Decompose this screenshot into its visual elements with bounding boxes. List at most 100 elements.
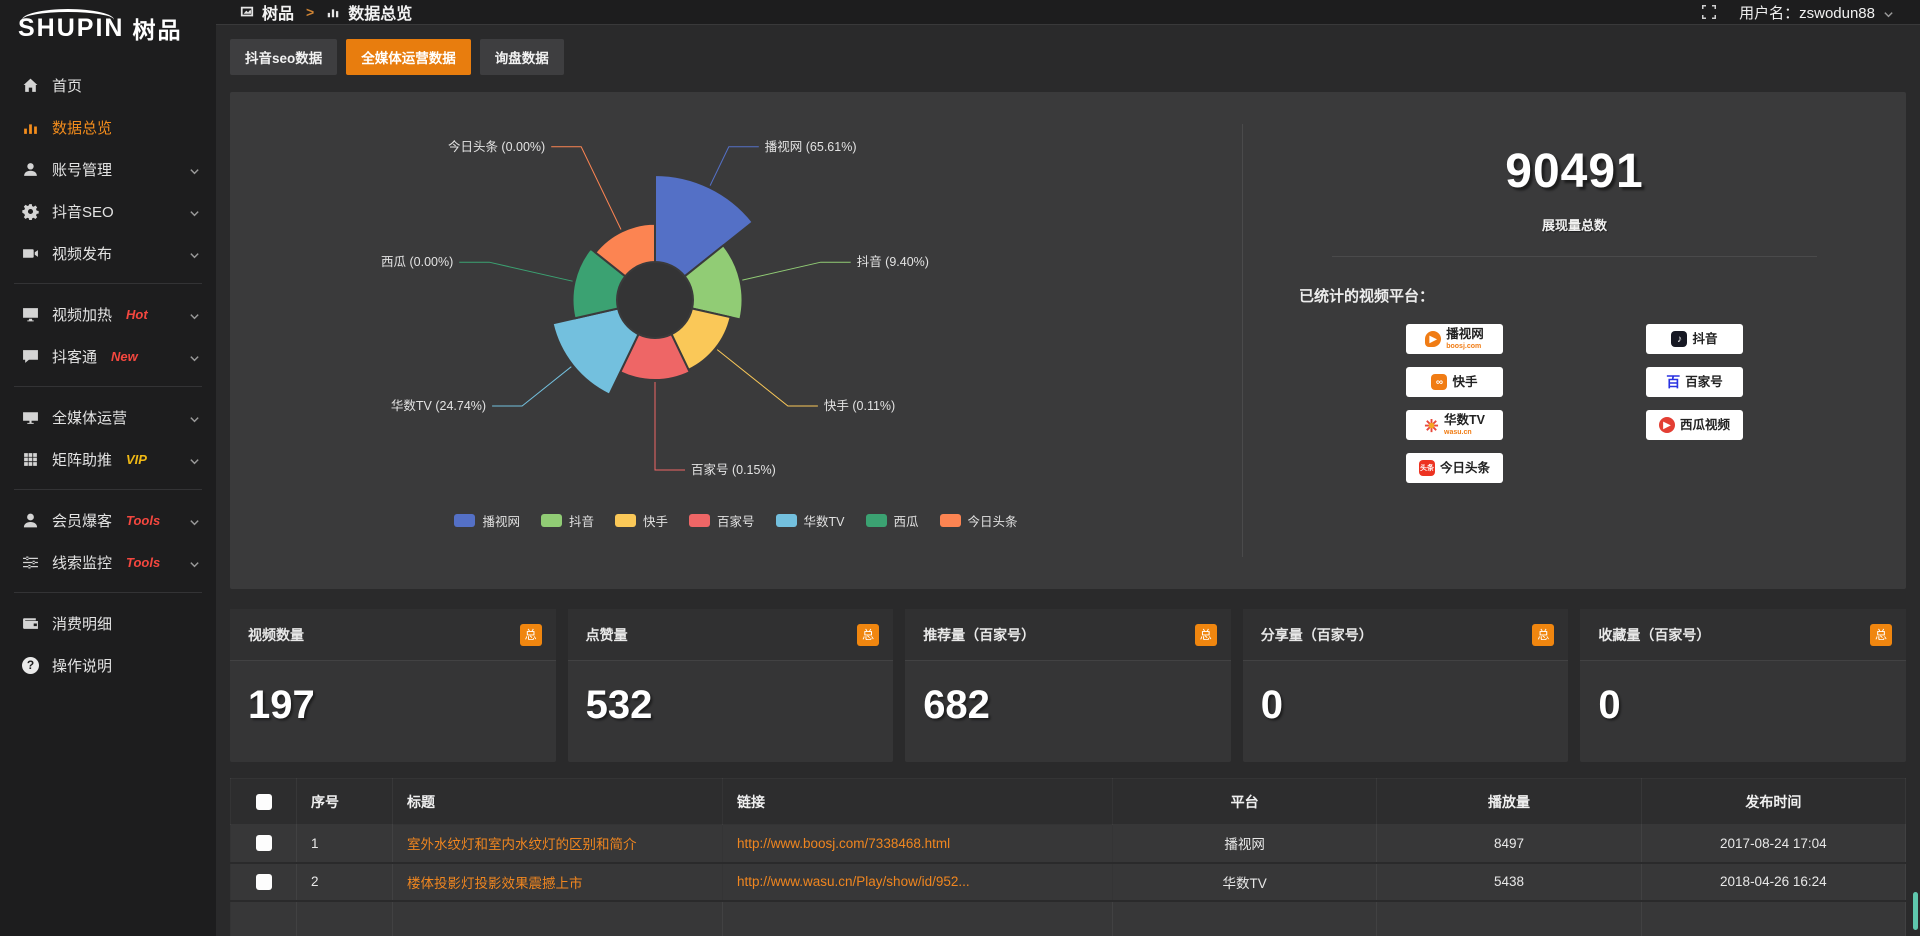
platform-badge-text: 播视网 boosj.com (1446, 328, 1484, 350)
kuaishou-logo-icon: ∞ (1431, 374, 1448, 390)
fullscreen-icon[interactable] (1701, 4, 1717, 20)
sidebar-divider (14, 386, 202, 387)
sidebar-item-dashboard[interactable]: 数据总览 (0, 106, 216, 148)
platforms-label: 已统计的视频平台： (1299, 288, 1435, 305)
sidebar-item-label: 抖客通 (52, 348, 98, 366)
table-header-row: 序号 标题 链接 平台 播放量 发布时间 (230, 778, 1907, 825)
stat-card-value: 0 (1598, 683, 1621, 727)
legend-label: 快手 (642, 515, 668, 529)
person-icon (22, 512, 39, 529)
platform-badge-boosj[interactable]: ▶ 播视网 boosj.com (1406, 324, 1503, 354)
video-url-link[interactable]: http://www.boosj.com/7338468.html (737, 835, 951, 851)
row-time: 2017-08-24 17:04 (1640, 824, 1907, 863)
tab-3[interactable]: 询盘数据 (479, 39, 564, 75)
row-cell (1376, 900, 1642, 936)
breadcrumb-root[interactable]: 树品 (262, 6, 295, 23)
page-scrollbar-thumb[interactable] (1913, 892, 1918, 930)
total-badge[interactable]: 总 (519, 623, 542, 646)
total-badge[interactable]: 总 (857, 623, 880, 646)
legend-item[interactable]: 抖音 (540, 511, 594, 530)
sidebar-divider (14, 592, 202, 593)
sidebar-item-consume-detail[interactable]: 消费明细 (0, 602, 216, 644)
platform-badge-douyin[interactable]: ♪ 抖音 (1646, 324, 1743, 354)
sidebar-item-video-publish[interactable]: 视频发布 (0, 232, 216, 274)
sidebar-item-account[interactable]: 账号管理 (0, 148, 216, 190)
column-header: 标题 (392, 778, 723, 825)
sidebar-item-help[interactable]: ? 操作说明 (0, 644, 216, 686)
tab-1[interactable]: 抖音seo数据 (230, 39, 338, 75)
video-title-link[interactable]: 室外水纹灯和室内水纹灯的区别和简介 (407, 837, 637, 853)
summary-divider (1332, 256, 1817, 257)
sidebar-item-badge: New (111, 348, 138, 364)
sidebar-item-video-heat[interactable]: 视频加热 Hot (0, 293, 216, 335)
total-badge[interactable]: 总 (1870, 623, 1892, 646)
legend-item[interactable]: 播视网 (454, 511, 520, 530)
row-platform: 播视网 (1111, 824, 1378, 863)
sidebar-item-clue-monitor[interactable]: 线索监控 Tools (0, 541, 216, 583)
sidebar-item-home[interactable]: 首页 (0, 64, 216, 106)
user-menu[interactable]: 用户名：zswodun88 (1739, 2, 1894, 23)
sidebar-item-douyin-seo[interactable]: 抖音SEO (0, 190, 216, 232)
legend-item[interactable]: 百家号 (689, 511, 755, 530)
sidebar-item-all-media[interactable]: 全媒体运营 (0, 396, 216, 438)
breadcrumb-current[interactable]: 数据总览 (348, 6, 413, 23)
panel-divider (1242, 124, 1243, 557)
sidebar-item-douketong[interactable]: 抖客通 New (0, 335, 216, 377)
platform-badge-toutiao[interactable]: 头条 今日头条 (1406, 453, 1503, 483)
video-icon (22, 245, 39, 262)
sidebar-item-member-burst[interactable]: 会员爆客 Tools (0, 499, 216, 541)
pie-slice[interactable] (593, 222, 656, 278)
sidebar-item-matrix-boost[interactable]: 矩阵助推 VIP (0, 438, 216, 480)
main-content: 抖音seo数据 全媒体运营数据 询盘数据 播视网 (65.61%) 抖音 (9.40%… (216, 25, 1920, 936)
impressions-total-label: 展现量总数 (1541, 218, 1607, 233)
row-cell (722, 900, 1113, 936)
overview-panel: 播视网 (65.61%) 抖音 (9.40%) 快手 (0.11%) 百家号 (0.1… (230, 92, 1906, 589)
pie-label-line (709, 146, 759, 186)
stat-card-5: 收藏量（百家号） 总 0 (1580, 609, 1906, 762)
video-url-link[interactable]: http://www.wasu.cn/Play/show/id/952... (737, 874, 970, 889)
legend-item[interactable]: 今日头条 (939, 511, 1018, 530)
legend-item[interactable]: 快手 (614, 511, 668, 530)
sidebar-item-label: 首页 (52, 77, 83, 95)
stat-card-title: 推荐量（百家号） (923, 626, 1036, 643)
legend-item[interactable]: 华数TV (775, 511, 845, 530)
total-badge[interactable]: 总 (1532, 623, 1555, 646)
video-title-link[interactable]: 楼体投影灯投影效果震撼上市 (407, 875, 583, 891)
select-all-checkbox[interactable] (255, 793, 272, 810)
pie-label: 播视网 (65.61%) (765, 139, 857, 154)
platform-badge-wasu[interactable]: 华数TV wasu.cn (1406, 410, 1503, 440)
table-row-partial (230, 900, 1907, 936)
stat-cards: 视频数量总 197 点赞量总 532 推荐量（百家号）总 682 分享量（百家号）总 0 收藏量… (230, 609, 1906, 762)
platform-name: 快手 (1452, 374, 1478, 389)
app-logo[interactable]: SHUPIN 树品 (0, 0, 216, 56)
stat-card-header: 收藏量（百家号） 总 (1580, 609, 1906, 661)
row-time: 2018-04-26 16:24 (1640, 862, 1907, 901)
total-badge[interactable]: 总 (1194, 623, 1217, 646)
platform-badge-baijiahao[interactable]: 百百家号 (1646, 367, 1743, 397)
platform-badge-kuaishou[interactable]: ∞ 快手 (1406, 367, 1503, 397)
pie-slice[interactable] (551, 307, 640, 396)
legend-label: 抖音 (568, 515, 594, 529)
platform-badges: ▶ 播视网 boosj.com ♪ 抖音 ∞ 快手 百百家号华数TV wasu.cn ▶ 西瓜视频头… (1287, 324, 1862, 483)
row-checkbox[interactable] (255, 835, 272, 852)
pie-slice[interactable] (683, 243, 744, 321)
tab-2[interactable]: 全媒体运营数据 (346, 39, 471, 75)
platform-name: 华数TV (1444, 413, 1485, 428)
row-cell (296, 900, 393, 936)
sidebar-divider (14, 283, 202, 284)
pie-label: 快手 (0.11%) (824, 399, 895, 413)
grid-icon (22, 451, 39, 468)
user-label: 用户名：zswodun88 (1739, 4, 1875, 22)
logo-brand-text: SHUPIN (18, 8, 125, 42)
chevron-down-icon (189, 454, 200, 465)
sidebar-item-label: 矩阵助推 (52, 451, 113, 469)
topbar: 树品 > 数据总览 用户名：zswodun88 (216, 0, 1920, 25)
platform-badge-xigua[interactable]: ▶ 西瓜视频 (1646, 410, 1743, 440)
pie-slice[interactable] (654, 173, 755, 278)
row-platform: 华数TV (1111, 862, 1378, 901)
legend-item[interactable]: 西瓜 (865, 511, 919, 530)
sidebar-item-label: 视频发布 (52, 245, 113, 263)
platform-domain: wasu.cn (1444, 428, 1472, 436)
row-checkbox[interactable] (255, 873, 272, 890)
legend-swatch (775, 514, 797, 527)
